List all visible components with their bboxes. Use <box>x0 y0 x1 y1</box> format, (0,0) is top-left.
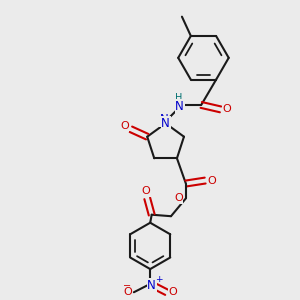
Text: +: + <box>155 275 162 284</box>
Text: O: O <box>141 186 150 196</box>
Text: H: H <box>175 93 182 103</box>
Text: N: N <box>160 113 169 126</box>
Text: N: N <box>161 117 170 130</box>
Text: N: N <box>175 100 184 113</box>
Text: O: O <box>120 121 129 131</box>
Text: O: O <box>207 176 216 186</box>
Text: O: O <box>123 287 132 297</box>
Text: O: O <box>169 287 178 297</box>
Text: N: N <box>147 279 156 292</box>
Text: O: O <box>223 104 232 114</box>
Text: −: − <box>123 281 131 291</box>
Text: O: O <box>174 194 183 203</box>
